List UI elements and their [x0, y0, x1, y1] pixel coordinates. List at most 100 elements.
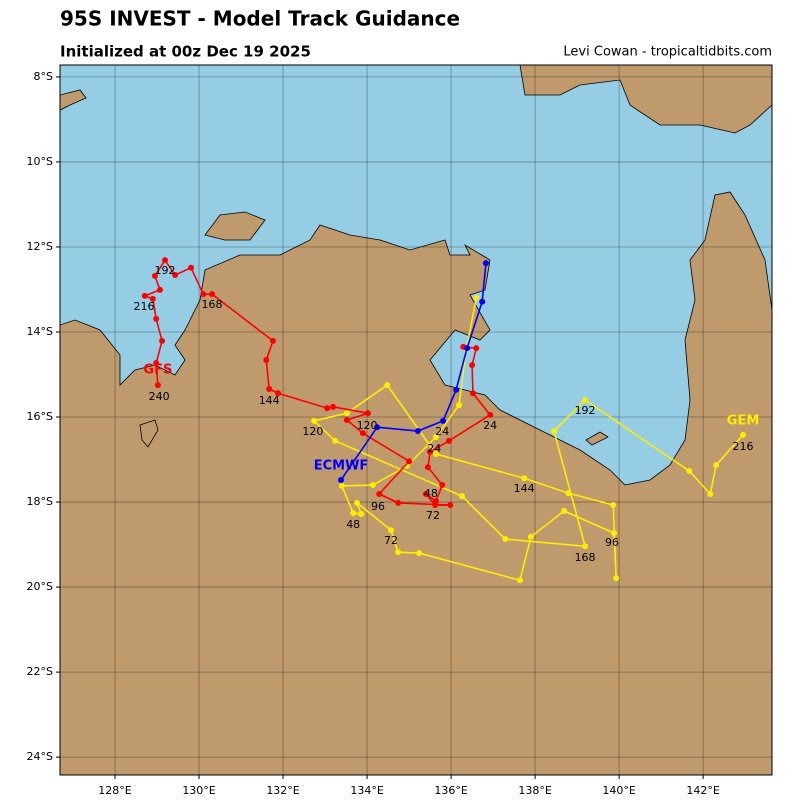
- track-point: [561, 507, 568, 514]
- track-point: [453, 386, 460, 393]
- chart-subtitle: Initialized at 00z Dec 19 2025: [60, 43, 311, 61]
- track-point: [343, 417, 350, 423]
- x-tick-label: 132°E: [266, 784, 299, 797]
- track-point: [464, 345, 471, 352]
- track-point: [141, 292, 148, 299]
- tracks: 24 48 72 96 120 144 168 192 216 GEM 24 48 72 96 120 144…: [134, 257, 760, 584]
- hour-label: 96: [371, 500, 385, 513]
- model-label: ECMWF: [314, 458, 369, 473]
- x-tick-label: 142°E: [686, 784, 719, 797]
- track-point: [338, 476, 345, 483]
- x-tick-label: 134°E: [350, 784, 383, 797]
- hour-label: 192: [575, 404, 596, 417]
- track-point: [582, 543, 589, 550]
- track-point: [324, 405, 331, 412]
- track-point: [427, 448, 434, 455]
- hour-label: 216: [134, 300, 155, 313]
- hour-label: 24: [427, 442, 441, 455]
- model-label: GFS: [143, 362, 172, 377]
- track-point: [473, 294, 480, 301]
- track-point: [332, 437, 339, 444]
- track-point: [311, 417, 318, 424]
- model-label: GEM: [727, 413, 760, 428]
- track-point: [384, 382, 391, 389]
- hour-label: 96: [605, 536, 619, 549]
- track-point: [343, 410, 350, 417]
- track-point: [516, 577, 523, 584]
- track-point: [432, 502, 439, 509]
- track-point: [713, 462, 720, 469]
- track-point: [153, 315, 160, 322]
- track-point: [200, 291, 207, 298]
- track-point: [162, 257, 169, 264]
- track-point: [550, 428, 557, 435]
- hour-label: 216: [733, 440, 754, 453]
- hour-label: 48: [424, 487, 438, 500]
- track-point: [395, 549, 402, 556]
- track-point: [414, 428, 421, 435]
- track-point: [582, 397, 589, 404]
- track-point: [353, 499, 360, 506]
- track-point: [338, 482, 345, 489]
- hour-label: 168: [202, 298, 223, 311]
- track-point: [469, 390, 476, 397]
- track-point: [527, 533, 534, 540]
- y-tick-label: 16°S: [27, 410, 53, 423]
- track-line: [340, 263, 487, 481]
- track-point: [502, 536, 509, 543]
- track-point: [358, 510, 365, 517]
- track-point: [153, 360, 160, 367]
- hour-label: 192: [155, 264, 176, 277]
- island: [139, 419, 159, 448]
- track-point: [469, 362, 476, 369]
- track-point: [154, 382, 161, 389]
- track-point: [686, 468, 693, 475]
- track-point: [151, 272, 158, 279]
- hour-label: 72: [426, 509, 440, 522]
- track-point: [458, 493, 465, 500]
- track-point: [269, 337, 276, 344]
- track-point: [432, 451, 439, 458]
- hour-label: 72: [384, 534, 398, 547]
- plot-frame: [59, 64, 773, 776]
- track-point: [172, 272, 179, 279]
- x-tick-label: 136°E: [434, 784, 467, 797]
- track-point: [424, 464, 431, 471]
- track-point: [610, 502, 617, 509]
- y-tick-label: 14°S: [27, 325, 53, 338]
- y-tick-label: 24°S: [27, 750, 53, 763]
- track-point: [149, 295, 156, 302]
- track-point: [439, 482, 446, 489]
- hour-label: 120: [302, 425, 323, 438]
- track-point: [350, 510, 357, 517]
- track-point: [359, 430, 366, 437]
- track-point: [440, 417, 447, 424]
- island: [585, 431, 609, 446]
- track-point: [159, 337, 166, 344]
- x-tick-label: 140°E: [602, 784, 635, 797]
- track-point: [275, 390, 282, 397]
- hour-label: 240: [149, 390, 170, 403]
- y-tick-label: 18°S: [27, 495, 53, 508]
- track-point: [263, 357, 270, 364]
- x-tick-label: 130°E: [182, 784, 215, 797]
- hour-label: 24: [435, 425, 449, 438]
- track-point: [521, 475, 528, 482]
- track-point: [613, 575, 620, 582]
- y-tick-label: 20°S: [27, 580, 53, 593]
- hour-label: 144: [259, 394, 280, 407]
- track-point: [209, 291, 216, 298]
- track-point: [388, 527, 395, 534]
- track-point: [473, 345, 480, 352]
- track-point: [456, 402, 463, 409]
- track-point: [447, 502, 454, 509]
- track-point: [188, 264, 195, 271]
- track-point: [422, 490, 429, 497]
- track-point: [445, 437, 452, 444]
- track-point: [565, 490, 572, 497]
- track-point: [330, 403, 337, 410]
- track-point: [416, 550, 423, 557]
- track-point: [707, 490, 714, 497]
